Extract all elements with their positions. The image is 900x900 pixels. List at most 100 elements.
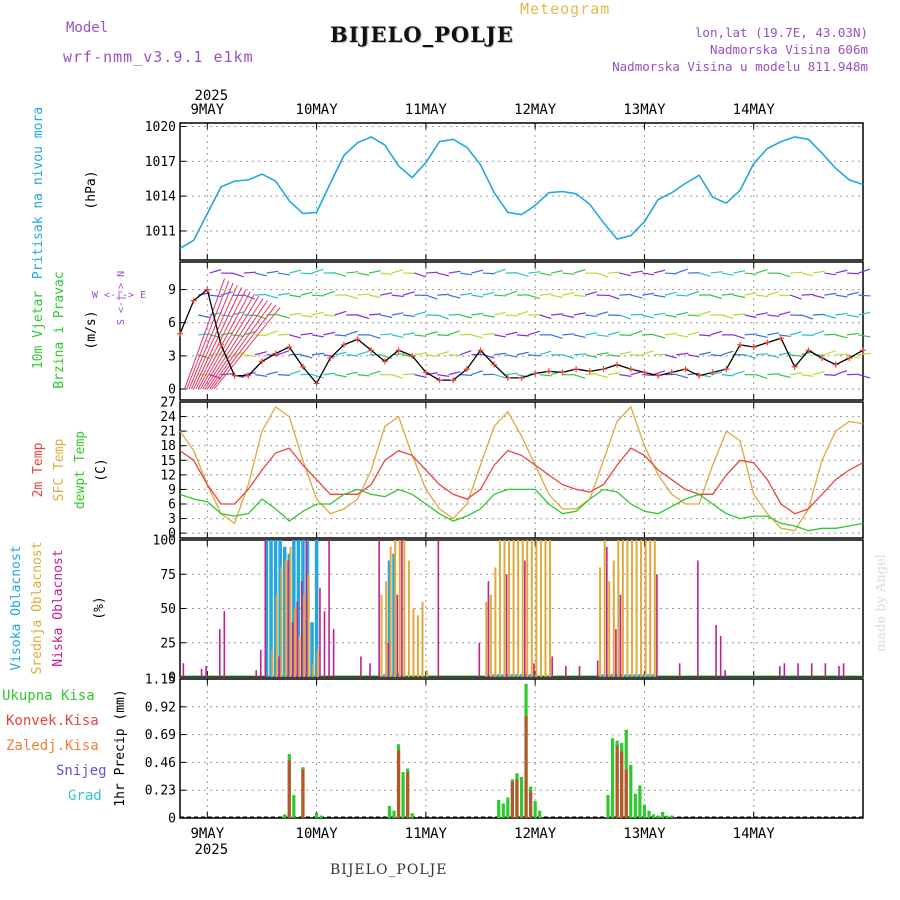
wind-arrow <box>801 334 814 336</box>
footer-station: BIJELO_POLJE <box>330 862 448 878</box>
cloud-mid-bar <box>526 540 529 677</box>
precip-total-bar <box>633 793 637 818</box>
wind-arrow <box>551 313 564 316</box>
precip-tick-label: 1.15 <box>145 673 176 688</box>
cloud-high-bar <box>273 540 278 677</box>
wind-arrow <box>209 269 222 274</box>
wind-arrow <box>562 314 575 319</box>
wind-arrow <box>323 372 336 376</box>
wind-arrow <box>710 354 723 357</box>
wind-arrow <box>243 354 256 358</box>
wind-arrow <box>585 373 598 376</box>
wind-arrow <box>630 270 643 274</box>
wind-arrow <box>243 294 256 300</box>
wind-arrow <box>425 331 438 336</box>
wind-arrow <box>539 272 552 276</box>
wind-arrow <box>380 314 393 319</box>
wind-arrow-strong <box>186 280 230 390</box>
precip-legend-4: Grad <box>68 788 102 804</box>
wind-tick-label: 0 <box>168 382 176 397</box>
wind-arrow <box>676 374 689 379</box>
precip-conv-bar <box>524 716 528 818</box>
wind-arrow <box>471 334 484 339</box>
wind-arrow <box>346 294 358 300</box>
cloud-mid-bar <box>398 540 401 677</box>
temp-tick-label: 21 <box>160 425 176 440</box>
wind-arrow <box>425 354 438 358</box>
wind-arrow <box>289 269 302 274</box>
bottom-day-label: 13MAY <box>623 826 666 842</box>
wind-arrow <box>414 352 427 356</box>
wind-gust-marker <box>190 297 197 304</box>
precip-tick-label: 0.92 <box>145 700 176 715</box>
wind-arrow <box>630 313 643 316</box>
wind-gust-marker <box>231 372 238 379</box>
wind-tick-label: 9 <box>168 283 176 298</box>
cloud-mid-bar <box>416 615 419 677</box>
top-day-label: 12MAY <box>514 102 557 118</box>
meteogram-label: Meteogram <box>520 0 611 18</box>
cloud-low-bar <box>218 629 221 677</box>
wind-arrow <box>266 330 278 336</box>
wind-arrow <box>790 372 803 376</box>
wind-gust-marker <box>832 361 839 368</box>
cloud-mid-bar <box>294 608 297 677</box>
cloud-mid-bar <box>621 540 624 677</box>
wind-arrow <box>653 370 666 376</box>
cloud-low-bar <box>783 663 786 677</box>
precip-tick-label: 0.69 <box>145 728 176 743</box>
precip-total-bar <box>670 815 674 818</box>
location-lonlat: lon,lat (19.7E, 43.03N) <box>694 25 868 40</box>
precip-total-bar <box>501 803 505 818</box>
cloud-mid-bar <box>498 540 501 677</box>
wind-arrow <box>493 268 506 274</box>
wind-gust-marker <box>641 369 648 376</box>
wind-arrow <box>858 334 871 338</box>
cloud-mid-bar <box>608 581 611 677</box>
cloud-high-bar <box>524 674 528 677</box>
wind-tick-label: 6 <box>168 316 176 331</box>
wind-arrow <box>266 270 279 274</box>
wind-arrow <box>277 272 290 276</box>
wind-arrow <box>721 350 734 356</box>
wind-arrow <box>494 294 507 297</box>
wind-arrow <box>494 374 506 379</box>
wind-arrow <box>368 334 381 340</box>
cloud-high-bar <box>651 674 656 677</box>
wind-gust-marker <box>217 341 224 348</box>
wind-gust-marker <box>778 335 785 342</box>
cloud-label-high: Visoka Oblacnost <box>9 545 24 670</box>
precip-total-bar <box>642 804 647 818</box>
cloud-high-bar <box>492 674 496 677</box>
cloud-high-bar <box>610 674 615 677</box>
wind-arrow <box>380 333 393 336</box>
wind-arrow <box>550 334 563 340</box>
station-elevation: Nadmorska Visina 606m <box>709 42 868 57</box>
top-day-label: 13MAY <box>623 102 666 118</box>
cloud-high-bar <box>301 540 305 677</box>
wind-gust-marker <box>860 347 866 354</box>
cloud-mid-bar <box>640 540 643 677</box>
wind-axis-label-2: Brzina i Pravac <box>52 271 67 388</box>
cloud-mid-bar <box>630 540 633 677</box>
wind-gust-marker <box>709 369 716 376</box>
cloud-high-bar <box>392 553 396 677</box>
cloud-mid-bar <box>421 601 424 677</box>
precip-conv-bar <box>515 779 519 818</box>
wind-arrow <box>858 294 871 297</box>
cloud-tick-label: 100 <box>153 534 176 549</box>
temp-unit-label: (C) <box>94 458 109 481</box>
wind-arrow <box>334 334 347 337</box>
cloud-low-bar <box>278 656 280 677</box>
wind-arrow <box>573 353 586 356</box>
wind-arrow-strong <box>200 293 255 390</box>
cloud-high-bar <box>501 674 506 677</box>
wind-panel: 0 3 6 9 <box>168 261 864 401</box>
wind-arrow <box>334 310 347 316</box>
pressure-tick-label: 1014 <box>145 190 176 205</box>
cloud-label-mid: Srednja Oblacnost <box>30 541 45 674</box>
cloud-low-bar <box>606 546 608 677</box>
wind-arrow <box>858 311 871 316</box>
cloud-mid-bar <box>503 540 506 677</box>
